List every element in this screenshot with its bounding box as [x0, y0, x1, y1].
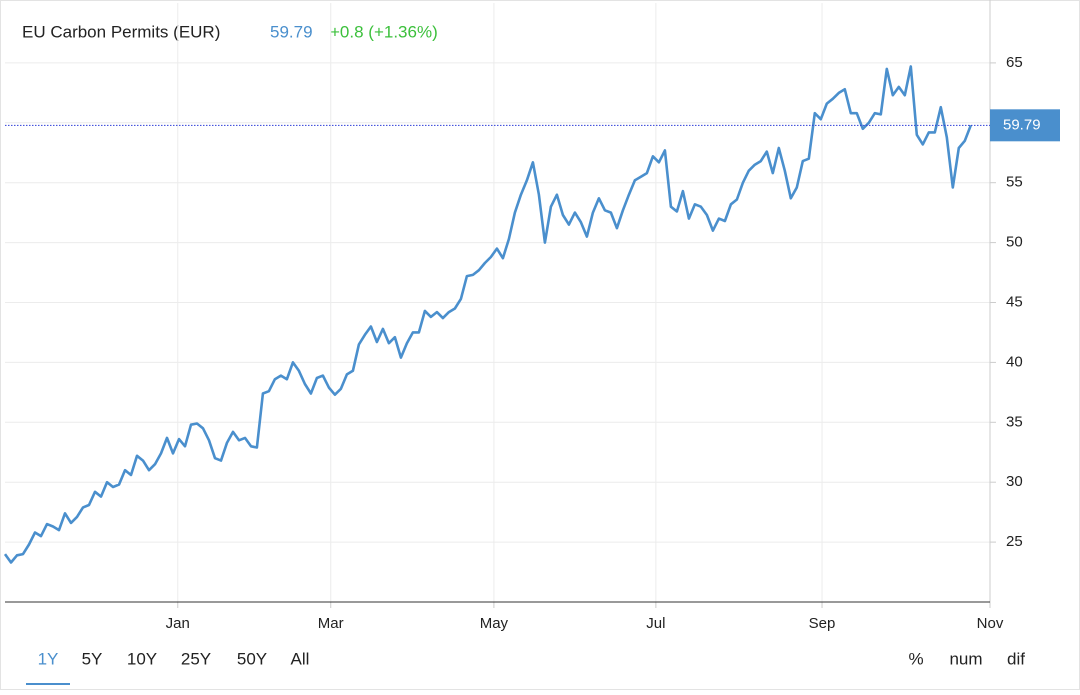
range-button[interactable]: 25Y: [181, 649, 211, 668]
range-underline: [26, 683, 70, 685]
change: +0.8 (+1.36%): [330, 22, 438, 41]
x-tick-label: Jan: [166, 615, 190, 632]
range-button[interactable]: 5Y: [82, 649, 103, 668]
y-tick-label: 30: [1006, 473, 1023, 490]
mode-button[interactable]: num: [949, 649, 982, 668]
y-tick-label: 35: [1006, 413, 1023, 430]
range-button[interactable]: All: [291, 649, 310, 668]
x-tick-label: May: [480, 615, 509, 632]
mode-button[interactable]: dif: [1007, 649, 1025, 668]
x-tick-label: Sep: [809, 615, 836, 632]
chart-title: EU Carbon Permits (EUR): [22, 22, 220, 41]
y-tick-label: 55: [1006, 174, 1023, 191]
y-tick-label: 50: [1006, 234, 1023, 251]
last-price-label: 59.79: [1003, 116, 1041, 133]
range-button[interactable]: 50Y: [237, 649, 267, 668]
y-tick-label: 40: [1006, 353, 1023, 370]
y-tick-label: 25: [1006, 533, 1023, 550]
x-tick-label: Nov: [977, 615, 1004, 632]
price: 59.79: [270, 22, 313, 41]
last-price-box: [990, 109, 1060, 142]
range-button[interactable]: 10Y: [127, 649, 157, 668]
mode-button[interactable]: %: [908, 649, 923, 668]
y-tick-label: 45: [1006, 293, 1023, 310]
x-tick-label: Jul: [646, 615, 665, 632]
y-tick-label: 65: [1006, 54, 1023, 71]
price-line: [3, 65, 973, 564]
range-button[interactable]: 1Y: [38, 649, 59, 668]
x-tick-label: Mar: [318, 615, 344, 632]
